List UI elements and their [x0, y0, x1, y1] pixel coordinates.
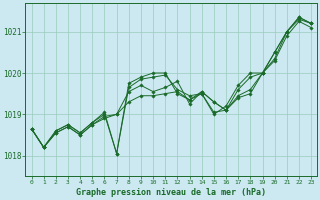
X-axis label: Graphe pression niveau de la mer (hPa): Graphe pression niveau de la mer (hPa): [76, 188, 266, 197]
